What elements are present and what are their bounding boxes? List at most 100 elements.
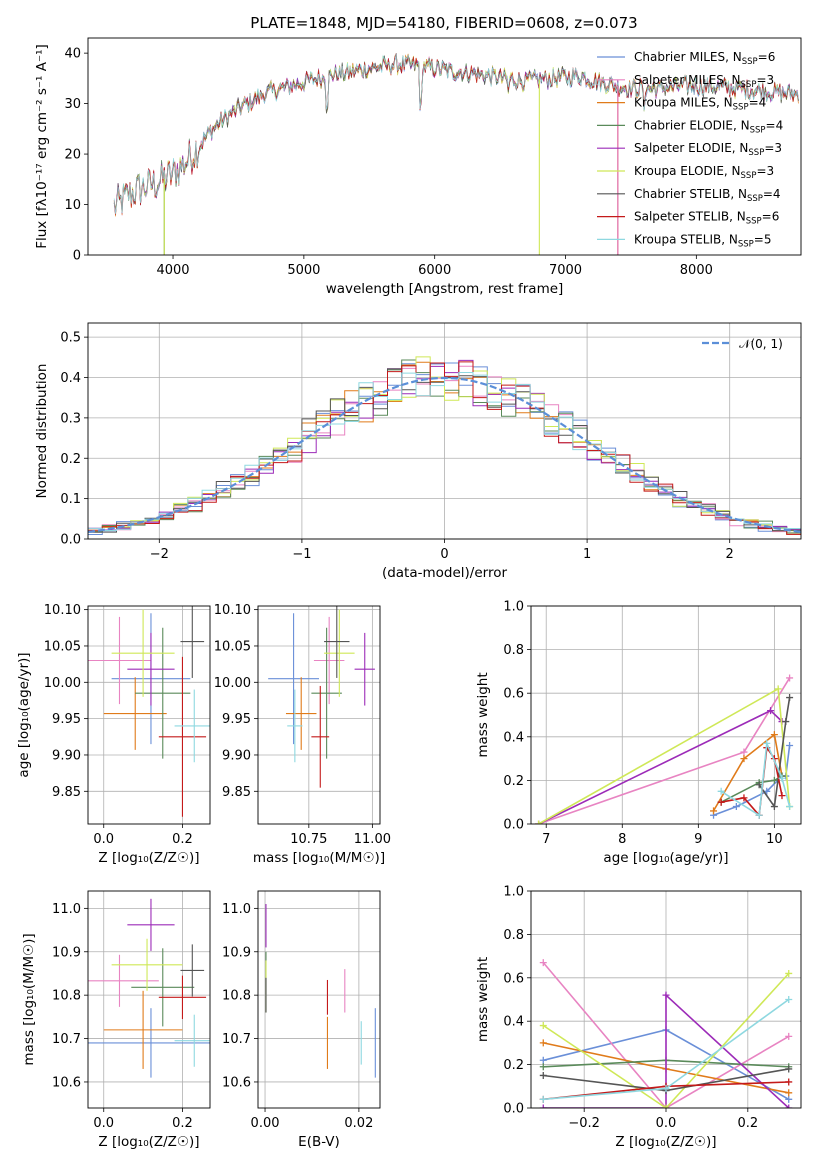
x-tick-label: 1 xyxy=(583,547,591,562)
weight-marker xyxy=(763,739,771,747)
x-tick-label: 8000 xyxy=(680,263,713,278)
weight-marker xyxy=(717,798,725,806)
x-tick-label: 0.2 xyxy=(172,832,193,847)
y-tick-label: 40 xyxy=(64,47,81,62)
plot-area xyxy=(265,904,376,1078)
errorbar-point xyxy=(88,616,151,705)
errorbar-point xyxy=(103,990,183,1069)
x-tick-label: 2 xyxy=(726,547,734,562)
x-tick-label: 0.02 xyxy=(344,1116,373,1131)
mass-vs-ebv-panel: 0.00 0.02 10.6 10.7 10.8 10.9 11.0 E(B-V) xyxy=(222,890,381,1150)
legend-entry-subscript: SSP xyxy=(747,194,763,204)
errorbar-point xyxy=(88,1008,210,1078)
weight-marker xyxy=(710,807,718,815)
legend-entry-label: Kroupa MILES, N xyxy=(634,96,733,110)
x-tick-label: 10.75 xyxy=(290,832,327,847)
legend-entry-count: =3 xyxy=(764,141,782,155)
y-tick-label: 30 xyxy=(64,97,81,112)
x-axis-label: E(B-V) xyxy=(298,1134,340,1150)
weight-marker xyxy=(786,674,794,682)
axes-frame xyxy=(530,605,802,825)
y-axis-label: mass [log₁₀(M/M☉)] xyxy=(21,933,37,1065)
x-tick-label: 0.2 xyxy=(737,1116,758,1131)
weight-marker xyxy=(785,996,793,1003)
y-tick-label: 10.7 xyxy=(52,1032,81,1047)
y-tick-label: 0.4 xyxy=(60,371,81,386)
y-tick-label: 10.9 xyxy=(52,945,81,960)
weight-marker xyxy=(539,1095,547,1103)
axes-frame xyxy=(257,605,381,825)
x-axis-label: Z [log₁₀(Z/Z☉)] xyxy=(98,850,199,866)
y-tick-label: 0.0 xyxy=(503,1102,524,1117)
weight-series-line xyxy=(758,697,791,809)
legend-entry-subscript: SSP xyxy=(746,217,762,227)
y-tick-label: 0 xyxy=(73,249,81,264)
weight-marker xyxy=(785,1078,793,1086)
weight-series-line xyxy=(712,733,783,812)
x-tick-label: 7000 xyxy=(549,263,582,278)
plot-area xyxy=(535,674,794,824)
weight-marker xyxy=(778,774,786,782)
y-tick-label: 10.8 xyxy=(222,989,251,1004)
weight-marker xyxy=(778,792,786,800)
plot-area xyxy=(113,53,799,255)
x-tick-label: 0.0 xyxy=(93,1116,114,1131)
y-tick-label: 0.8 xyxy=(503,928,524,943)
y-tick-label: 11.0 xyxy=(52,902,81,917)
weight-marker xyxy=(785,969,793,977)
errorbar-point xyxy=(131,948,195,1027)
weight-marker xyxy=(785,1104,793,1108)
legend-entry-subscript: SSP xyxy=(742,57,758,67)
mass-vs-metallicity-panel: 0.0 0.2 10.6 10.7 10.8 10.9 11.0 Z [log₁₀(Z/Z☉)… xyxy=(21,890,211,1150)
weight-marker xyxy=(767,707,775,715)
y-tick-label: 0.3 xyxy=(60,411,81,426)
x-axis-label: Z [log₁₀(Z/Z☉)] xyxy=(98,1134,199,1150)
legend-entry: Kroupa MILES, NSSP=4 xyxy=(634,96,766,113)
weight-marker xyxy=(539,1022,547,1030)
y-axis-label: Flux [fλ10⁻¹⁷ erg cm⁻² s⁻¹ A⁻¹] xyxy=(34,44,50,249)
legend-entry-subscript: SSP xyxy=(741,171,757,181)
mass-weight-vs-age-panel: 7 8 9 10 0.0 0.2 0.4 0.6 0.8 1.0 age [log₁₀(age/yr… xyxy=(475,600,802,866)
x-tick-label: −1 xyxy=(292,547,311,562)
x-tick-label: 0.0 xyxy=(93,832,114,847)
axes-frame xyxy=(257,890,381,1109)
x-axis-label: age [log₁₀(age/yr)] xyxy=(603,850,728,866)
legend-entry: Kroupa STELIB, NSSP=5 xyxy=(634,232,772,249)
histogram-series xyxy=(88,361,801,539)
legend-entry-count: =4 xyxy=(763,187,781,201)
legend-entry-label: Chabrier MILES, N xyxy=(634,50,742,64)
x-tick-label: 0 xyxy=(440,547,448,562)
y-tick-label: 0.6 xyxy=(503,971,524,986)
weight-marker xyxy=(785,1065,793,1073)
legend-entry-count: =5 xyxy=(754,232,772,246)
legend-entry-label: Chabrier STELIB, N xyxy=(634,187,747,201)
errorbar-point xyxy=(174,689,210,763)
y-tick-label: 9.85 xyxy=(52,785,81,800)
y-axis-label: Normed distribution xyxy=(34,364,50,499)
weight-marker xyxy=(662,1084,670,1092)
x-tick-label: 6000 xyxy=(418,263,451,278)
errorbar-point xyxy=(354,632,375,706)
y-tick-label: 10.00 xyxy=(44,676,81,691)
weight-marker xyxy=(740,748,748,756)
errorbar-point xyxy=(158,656,207,817)
y-tick-label: 9.95 xyxy=(52,712,81,727)
weight-marker xyxy=(786,803,794,811)
weight-marker xyxy=(740,755,748,763)
legend-entry-count: =6 xyxy=(758,50,776,64)
histogram-series xyxy=(88,372,801,539)
spectrum-title: PLATE=1848, MJD=54180, FIBERID=0608, z=0… xyxy=(250,14,637,32)
x-axis-label: mass [log₁₀(M/M☉)] xyxy=(253,850,385,866)
weight-marker xyxy=(662,991,670,999)
weight-marker xyxy=(539,1071,547,1079)
weight-marker xyxy=(539,959,547,967)
x-tick-label: 0.00 xyxy=(251,1116,280,1131)
x-tick-label: 4000 xyxy=(156,263,189,278)
y-tick-label: 10.05 xyxy=(44,639,81,654)
legend-entry-label: Salpeter MILES, N xyxy=(634,73,741,87)
x-tick-label: 9 xyxy=(694,832,702,847)
y-tick-label: 0.2 xyxy=(503,774,524,789)
y-tick-label: 1.0 xyxy=(503,600,524,615)
errorbar-point xyxy=(324,606,350,678)
